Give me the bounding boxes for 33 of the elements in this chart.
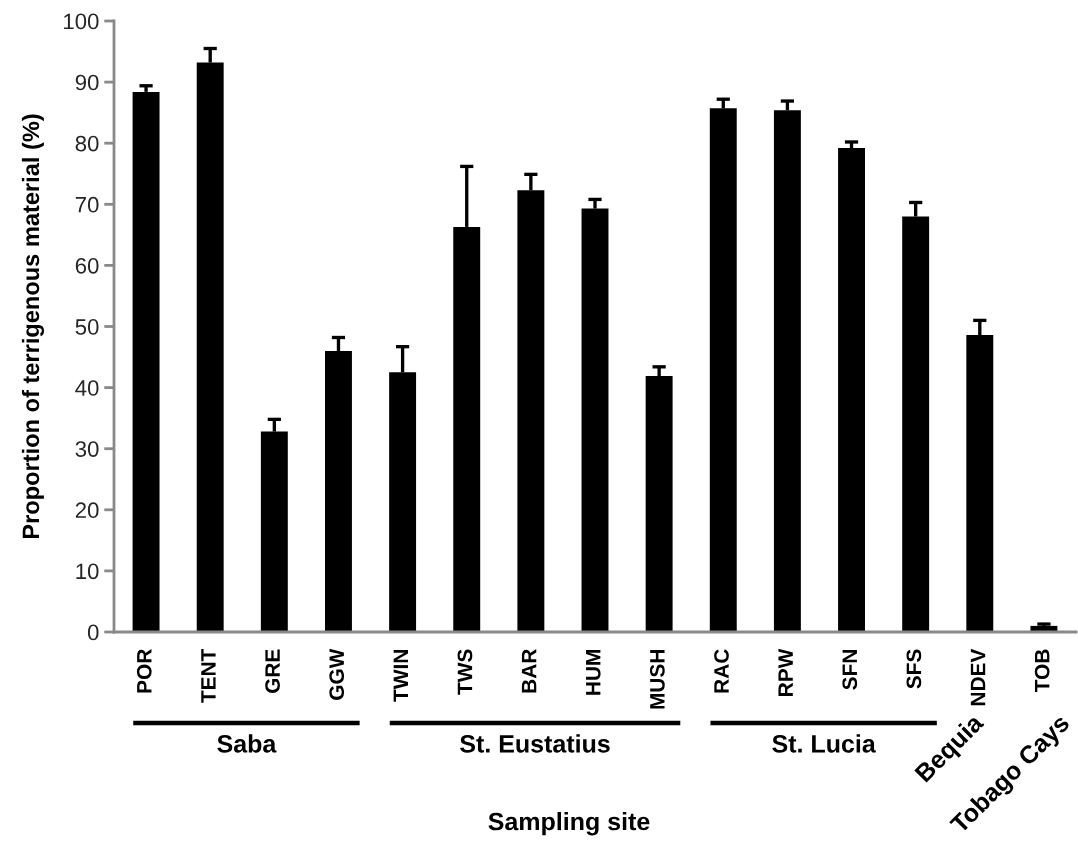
text: Saba bbox=[217, 734, 277, 753]
x-tick-label: HUM bbox=[586, 650, 601, 695]
bar bbox=[838, 148, 865, 632]
x-tick-label: GGW bbox=[329, 648, 345, 700]
x-tick-label: TOB bbox=[1034, 649, 1050, 693]
x-tick-label: POR bbox=[136, 649, 152, 693]
x-tick-label: SFN bbox=[842, 650, 858, 690]
y-tick-label: 10 bbox=[76, 563, 99, 580]
x-tick-label: TWS bbox=[457, 649, 473, 695]
x-tick-label: TWIN bbox=[393, 650, 408, 702]
text: St. Eustatius bbox=[460, 734, 610, 753]
x-axis-title: Sampling site bbox=[488, 812, 650, 836]
y-tick-label: 90 bbox=[75, 74, 99, 91]
x-tick-label: TENT bbox=[201, 648, 216, 703]
x-tick-label: GRE bbox=[265, 649, 280, 693]
y-tick-label: 40 bbox=[75, 380, 99, 396]
y-tick-label: 50 bbox=[75, 319, 99, 335]
x-tick-label: BAR bbox=[521, 649, 537, 693]
x-tick-label: RAC bbox=[714, 649, 729, 693]
y-tick-label: 60 bbox=[75, 257, 99, 274]
x-tick-label: SFS bbox=[906, 649, 922, 689]
y-axis-title: Proportion of terrigenous material (%) bbox=[21, 114, 44, 539]
y-tick-label: 30 bbox=[75, 441, 99, 457]
bar bbox=[132, 91, 160, 632]
y-tick-label: 70 bbox=[75, 196, 99, 213]
x-tick-label: MUSH bbox=[649, 650, 665, 709]
x-tick-label: NDEV bbox=[970, 648, 986, 706]
y-tick-label: 0 bbox=[87, 624, 99, 641]
y-tick-label: 100 bbox=[64, 13, 99, 30]
y-tick-label: 80 bbox=[75, 135, 99, 152]
y-tick-label: 20 bbox=[75, 502, 99, 519]
text: St. Lucia bbox=[772, 734, 876, 753]
x-tick-label: RPW bbox=[778, 648, 793, 696]
